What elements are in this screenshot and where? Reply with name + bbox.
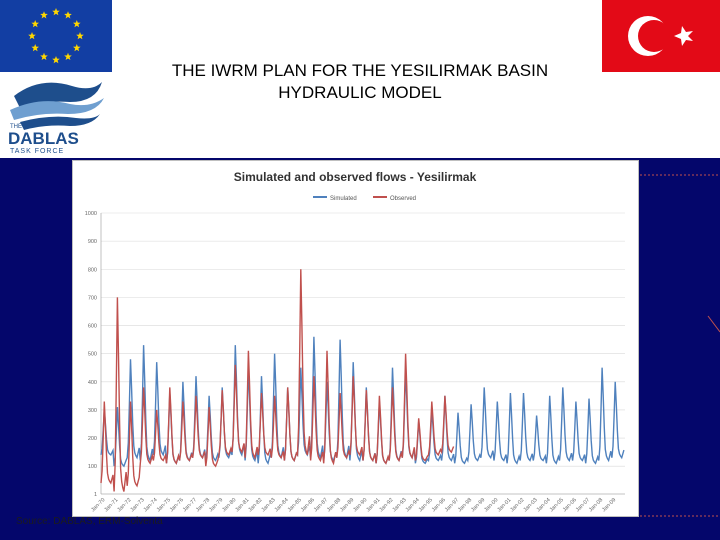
turkey-flag-icon	[602, 0, 720, 72]
eu-star-icon	[73, 44, 81, 52]
decorative-lines	[640, 174, 720, 517]
y-tick-label: 400	[88, 380, 97, 386]
y-tick-label: 500	[88, 352, 97, 358]
slide-title: THE IWRM PLAN FOR THE YESILIRMAK BASIN H…	[120, 60, 600, 104]
eu-star-icon	[52, 8, 60, 16]
logo-name: DABLAS	[8, 129, 79, 148]
eu-star-icon	[64, 52, 72, 60]
y-tick-label: 1	[94, 492, 97, 498]
flow-chart: Simulated and observed flows - Yesilirma…	[72, 160, 639, 517]
eu-flag-graphic	[28, 8, 84, 64]
x-tick-label: Jan-09	[601, 497, 617, 513]
y-tick-label: 700	[88, 295, 97, 301]
y-tick-label: 300	[88, 408, 97, 414]
eu-star-icon	[52, 56, 60, 64]
eu-star-icon	[73, 20, 81, 28]
eu-star-icon	[31, 20, 39, 28]
y-tick-label: 200	[88, 436, 97, 442]
y-tick-label: 1000	[85, 211, 97, 217]
y-tick-label: 900	[88, 239, 97, 245]
eu-star-icon	[31, 44, 39, 52]
slide-header: THE DABLAS TASK FORCE THE IWRM PLAN FOR …	[0, 0, 720, 158]
legend-label: Simulated	[330, 196, 357, 202]
title-line-2: HYDRAULIC MODEL	[278, 83, 442, 102]
chart-title: Simulated and observed flows - Yesilirma…	[234, 170, 477, 184]
eu-star-icon	[76, 32, 84, 40]
legend-label: Observed	[390, 196, 416, 202]
y-tick-label: 100	[88, 464, 97, 470]
series-line-observed	[100, 269, 455, 492]
eu-flag-icon	[0, 0, 112, 72]
dablas-logo-icon: THE DABLAS TASK FORCE	[0, 72, 114, 158]
eu-star-icon	[40, 52, 48, 60]
eu-star-icon	[28, 32, 36, 40]
y-tick-label: 800	[88, 267, 97, 273]
series-line-simulated	[100, 336, 625, 468]
logo-subtitle: TASK FORCE	[10, 148, 64, 155]
flow-chart-svg: Simulated and observed flows - Yesilirma…	[85, 170, 625, 513]
title-line-1: THE IWRM PLAN FOR THE YESILIRMAK BASIN	[171, 61, 549, 80]
eu-star-icon	[40, 11, 48, 19]
eu-star-icon	[64, 11, 72, 19]
source-note: Source: DABLAS, ERM-Solventa	[16, 516, 163, 527]
y-tick-label: 600	[88, 324, 97, 330]
logo-the: THE	[10, 124, 22, 130]
